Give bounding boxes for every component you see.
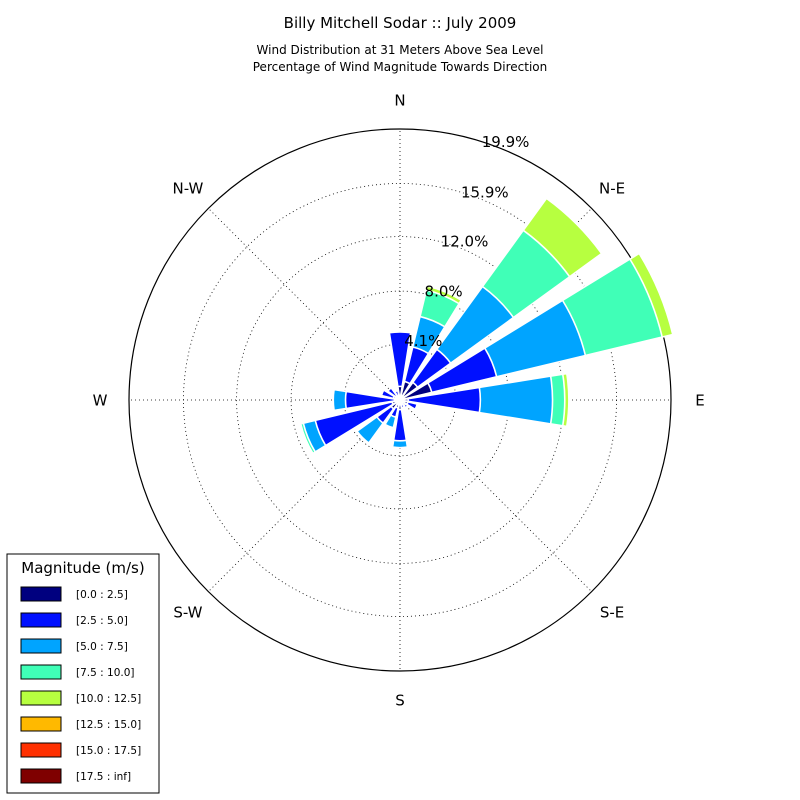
angular-grid-line <box>399 399 592 592</box>
chart-subtitle-line-1: Wind Distribution at 31 Meters Above Sea… <box>257 43 544 57</box>
legend-swatch <box>20 586 62 602</box>
legend-title: Magnitude (m/s) <box>21 559 144 577</box>
direction-label-w: W <box>93 392 108 410</box>
chart-subtitle-line-2: Percentage of Wind Magnitude Towards Dir… <box>253 60 547 74</box>
direction-label-n-w: N-W <box>172 179 203 197</box>
legend-label: [7.5 : 10.0] <box>76 667 134 679</box>
legend-swatch <box>20 638 62 654</box>
legend-swatch <box>20 768 62 784</box>
legend: Magnitude (m/s) [0.0 : 2.5] [2.5 : 5.0] [5… <box>6 553 160 794</box>
legend-swatch <box>20 716 62 732</box>
polar-plot-area: 4.1% 8.0% 12.0% 15.9% 19.9% N N-E E S-E S S-W W N-W <box>93 92 705 710</box>
legend-label: [15.0 : 17.5] <box>76 745 141 757</box>
wedge-e-bin-1 <box>399 386 482 414</box>
legend-label: [2.5 : 5.0] <box>76 615 128 627</box>
legend-label: [5.0 : 7.5] <box>76 641 128 653</box>
wedge-wsw-bin-1 <box>314 399 401 447</box>
ring-label: 4.1% <box>404 332 442 350</box>
radial-grid-ring <box>183 183 617 617</box>
ring-label: 15.9% <box>461 183 509 201</box>
wedge-nnw-bin-0 <box>396 395 401 401</box>
legend-swatch <box>20 742 62 758</box>
wedge-ne-bin-0 <box>399 381 419 401</box>
wedge-n-bin-1 <box>388 331 412 401</box>
legend-label: [17.5 : inf] <box>76 771 131 783</box>
ring-label: 12.0% <box>441 232 489 250</box>
legend-swatch <box>20 690 62 706</box>
wedge-s-bin-1 <box>392 399 408 442</box>
direction-label-s: S <box>395 692 405 710</box>
ring-label: 19.9% <box>482 133 530 151</box>
polar-outer-circle <box>128 128 672 672</box>
direction-label-s-e: S-E <box>600 604 624 622</box>
direction-label-s-w: S-W <box>173 604 202 622</box>
angular-grid-line <box>208 208 401 401</box>
wedge-n-bin-0 <box>396 385 404 401</box>
wedge-ene-bin-0 <box>399 381 433 401</box>
direction-label-n-e: N-E <box>599 179 625 197</box>
direction-label-e: E <box>695 392 704 410</box>
legend-swatch <box>20 664 62 680</box>
ring-label: 8.0% <box>425 283 463 301</box>
legend-swatch <box>20 612 62 628</box>
chart-title: Billy Mitchell Sodar :: July 2009 <box>284 14 517 32</box>
wedge-w-bin-1 <box>344 390 401 410</box>
legend-label: [12.5 : 15.0] <box>76 719 141 731</box>
direction-label-n: N <box>394 92 405 110</box>
legend-label: [0.0 : 2.5] <box>76 589 128 601</box>
legend-label: [10.0 : 12.5] <box>76 693 141 705</box>
